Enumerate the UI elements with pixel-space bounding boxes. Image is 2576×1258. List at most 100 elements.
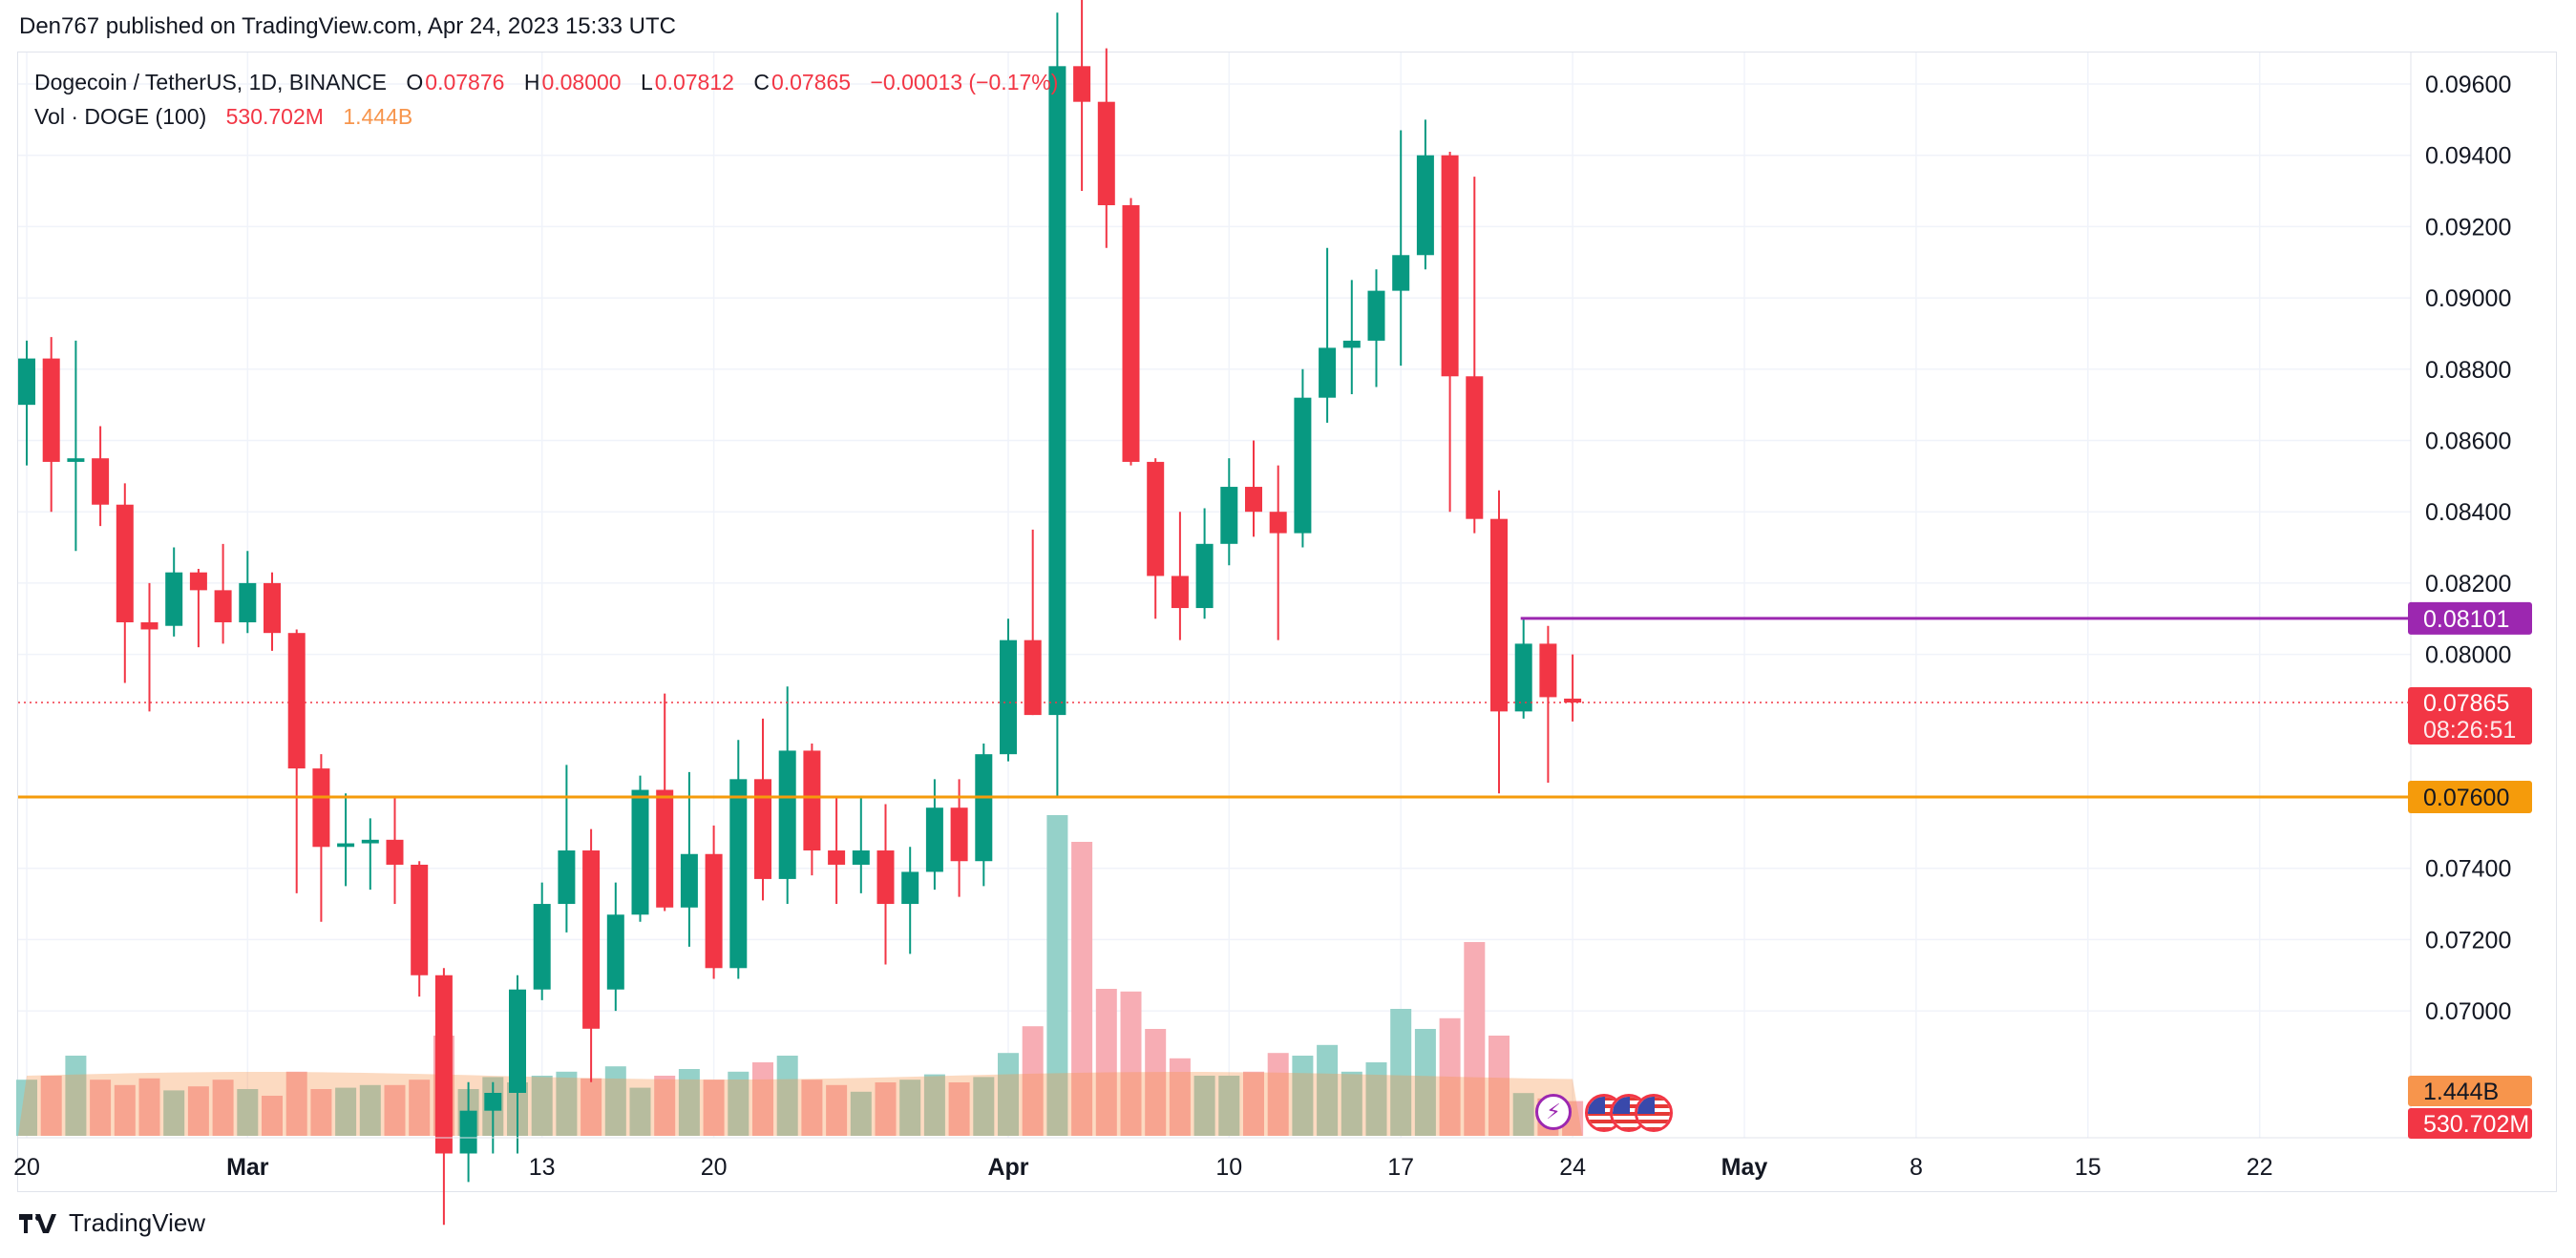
x-tick-label: 8 — [1910, 1154, 1923, 1181]
y-tick-label: 0.09600 — [2425, 72, 2511, 98]
candle-body — [1195, 543, 1214, 609]
candle-body — [1490, 518, 1508, 712]
volume-bar — [1464, 942, 1486, 1136]
volume-bar — [581, 1078, 602, 1136]
candle-body — [337, 843, 355, 848]
y-tick-label: 0.08800 — [2425, 357, 2511, 384]
candle-body — [631, 789, 649, 915]
candle-body — [1392, 255, 1410, 291]
volume-bar — [384, 1084, 406, 1136]
volume-bar — [65, 1056, 87, 1136]
y-tick-label: 0.09400 — [2425, 143, 2511, 170]
legend-volume-ma: 1.444B — [343, 104, 413, 129]
candle-body — [1024, 639, 1042, 716]
volume-bar — [16, 1080, 37, 1136]
candle-body — [1319, 347, 1337, 398]
candle-body — [1342, 340, 1361, 348]
candle-body — [828, 850, 846, 865]
candle-body — [1147, 461, 1165, 577]
candle-body — [214, 590, 232, 622]
x-tick-label: May — [1721, 1154, 1768, 1181]
candle-body — [754, 779, 771, 879]
volume-bar — [875, 1082, 897, 1136]
legend-close-value: 0.07865 — [771, 70, 852, 94]
y-tick-label: 0.08200 — [2425, 571, 2511, 598]
x-tick-label: 20 — [701, 1154, 728, 1181]
candle-body — [1048, 66, 1066, 716]
candle-body — [42, 358, 60, 462]
legend-ohlc-row: Dogecoin / TetherUS, 1D, BINANCE O0.0787… — [34, 65, 1060, 99]
candle-body — [1367, 290, 1385, 341]
candle-body — [264, 582, 281, 634]
volume-bar — [310, 1089, 332, 1136]
volume-bar — [1267, 1053, 1289, 1136]
volume-bar — [1218, 1076, 1240, 1136]
volume-bar — [1120, 991, 1142, 1136]
volume-bar — [359, 1084, 381, 1136]
volume-tag: 530.702M — [2423, 1111, 2529, 1138]
volume-bar — [1169, 1058, 1191, 1136]
y-tick-label: 0.07400 — [2425, 856, 2511, 883]
candle-body — [140, 621, 158, 630]
volume-bar — [1317, 1044, 1339, 1136]
x-tick-label: 20 — [13, 1154, 40, 1181]
legend-high-value: 0.08000 — [541, 70, 622, 94]
volume-bar — [826, 1084, 848, 1136]
volume-bar — [212, 1080, 234, 1136]
volume-ma-tag: 1.444B — [2423, 1079, 2499, 1105]
candle-body — [459, 1110, 477, 1154]
candle-body — [1416, 155, 1434, 256]
volume-bar — [114, 1084, 136, 1136]
us-flag-event-icon[interactable] — [1635, 1094, 1673, 1132]
volume-ma-tag-bg — [2408, 1076, 2532, 1106]
candle-body — [582, 850, 601, 1029]
candle-body — [533, 904, 551, 990]
candle-body — [1441, 155, 1459, 377]
volume-tag-bg — [2408, 1108, 2532, 1139]
x-tick-label: 10 — [1215, 1154, 1242, 1181]
price-tag-purple-bg — [2408, 601, 2532, 635]
legend-volume-label[interactable]: Vol · DOGE (100) — [34, 104, 207, 129]
candle-body — [1466, 376, 1484, 519]
candle-body — [287, 633, 306, 769]
volume-bar — [973, 1077, 995, 1136]
legend-change: −0.00013 (−0.17%) — [870, 70, 1059, 94]
candle-body — [656, 789, 674, 908]
candle-body — [1171, 576, 1189, 609]
legend-symbol[interactable]: Dogecoin / TetherUS, 1D, BINANCE — [34, 70, 388, 94]
y-tick-label: 0.09200 — [2425, 214, 2511, 241]
candle-body — [680, 853, 698, 908]
volume-bar — [678, 1069, 700, 1136]
candle-body — [803, 750, 821, 851]
y-tick-label: 0.08000 — [2425, 642, 2511, 669]
legend-low-value: 0.07812 — [654, 70, 734, 94]
candle-body — [312, 768, 330, 848]
volume-bar — [1243, 1071, 1264, 1136]
candle-body — [386, 839, 404, 865]
volume-bar — [262, 1096, 283, 1136]
y-tick-label: 0.09000 — [2425, 285, 2511, 312]
candle-body — [1073, 66, 1091, 102]
volume-bar — [138, 1078, 160, 1136]
candle-body — [1000, 639, 1017, 755]
candle-body — [1564, 698, 1582, 703]
candle-body — [116, 504, 134, 622]
grid — [18, 52, 2411, 1138]
volume-bar — [531, 1076, 553, 1136]
volume-bar — [90, 1080, 112, 1136]
candle-body — [239, 582, 257, 622]
legend-open-value: 0.07876 — [425, 70, 505, 94]
volume-bar — [187, 1086, 209, 1136]
x-tick-label: Apr — [987, 1154, 1028, 1181]
volume-ma-area — [18, 1072, 1583, 1136]
volume-bar — [604, 1066, 626, 1136]
candle-body — [1269, 512, 1287, 534]
candle-body — [18, 358, 35, 406]
candle-body — [1294, 397, 1312, 534]
tradingview-logo[interactable]: TradingView — [19, 1208, 205, 1238]
candle-body — [434, 975, 453, 1154]
candle-body — [1514, 643, 1532, 712]
flash-event-icon[interactable]: ⚡ — [1535, 1094, 1572, 1130]
volume-bar — [776, 1056, 798, 1136]
